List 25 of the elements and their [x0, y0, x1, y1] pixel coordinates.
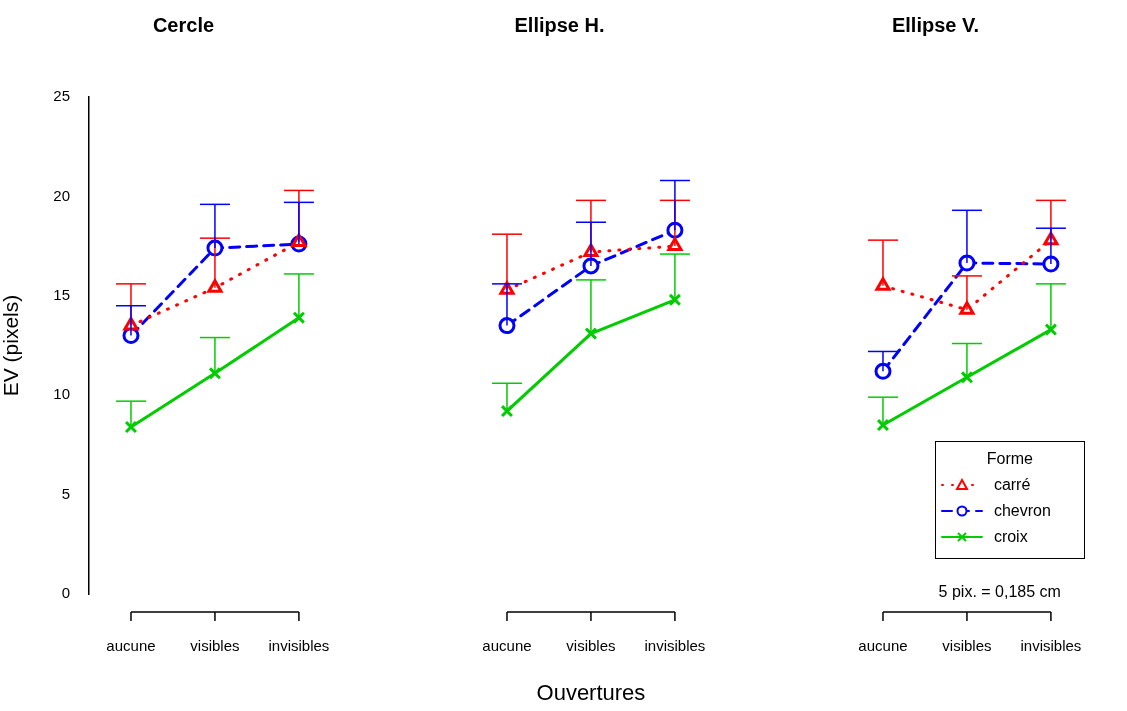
annotation: 5 pix. = 0,185 cm [938, 583, 1061, 600]
y-axis-title: EV (pixels) [0, 294, 23, 397]
x-tick-label: invisibles [268, 637, 330, 655]
x-tick-label: visibles [942, 637, 992, 655]
legend-label: croix [993, 528, 1028, 546]
y-tick-label: 25 [53, 87, 70, 105]
chart-title: Cercle [152, 13, 215, 36]
x-tick-label: visibles [190, 637, 240, 655]
x-tick-label: aucune [482, 637, 532, 655]
y-tick-label: 0 [61, 584, 70, 602]
y-tick-label: 10 [53, 385, 70, 403]
chart-title: Ellipse V. [891, 13, 980, 36]
x-axis-title: Ouvertures [536, 679, 646, 705]
x-tick-label: visibles [566, 637, 616, 655]
legend-label: carré [993, 476, 1031, 494]
x-tick-label: invisibles [1020, 637, 1082, 655]
chart-title: Ellipse H. [514, 13, 605, 36]
y-tick-label: 15 [53, 285, 70, 303]
y-tick-label: 20 [53, 186, 70, 204]
legend-title: Forme [985, 450, 1034, 469]
y-tick-label: 5 [61, 484, 70, 502]
x-tick-label: aucune [106, 637, 156, 655]
x-tick-label: invisibles [644, 637, 706, 655]
x-tick-label: aucune [858, 637, 908, 655]
legend-label: chevron [993, 502, 1051, 520]
